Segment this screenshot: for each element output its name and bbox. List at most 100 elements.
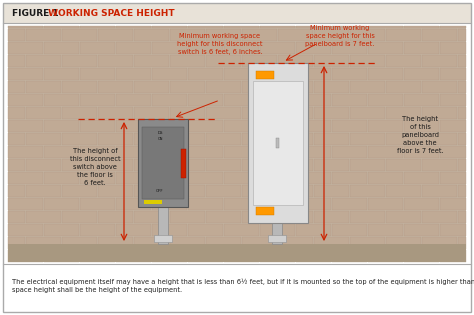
Bar <box>332 172 367 184</box>
Bar <box>98 185 133 197</box>
Bar <box>278 133 313 145</box>
Bar <box>116 224 151 236</box>
Bar <box>158 207 168 244</box>
Bar <box>224 68 259 80</box>
Bar <box>154 235 172 242</box>
Bar <box>170 185 205 197</box>
Bar <box>368 42 403 54</box>
Bar <box>116 250 151 262</box>
Bar <box>224 26 259 28</box>
Bar <box>422 107 457 119</box>
Bar <box>8 81 25 93</box>
Bar <box>116 120 151 132</box>
Text: The height of
this disconnect
switch above
the floor is
6 feet.: The height of this disconnect switch abo… <box>70 148 120 186</box>
Bar <box>386 159 421 171</box>
Bar <box>44 172 79 184</box>
Bar <box>368 172 403 184</box>
Bar <box>404 42 439 54</box>
Bar <box>188 146 223 158</box>
Bar <box>350 133 385 145</box>
Bar <box>350 29 385 41</box>
Bar <box>206 81 241 93</box>
Bar <box>224 42 259 54</box>
Bar <box>152 26 187 28</box>
Bar <box>8 172 43 184</box>
Bar <box>314 133 349 145</box>
Bar <box>26 133 61 145</box>
Bar <box>440 250 466 262</box>
Bar <box>8 26 43 28</box>
Bar <box>80 146 115 158</box>
Bar <box>98 133 133 145</box>
Bar <box>350 159 385 171</box>
Bar <box>62 81 97 93</box>
Bar <box>26 211 61 223</box>
Bar <box>224 94 259 106</box>
Bar <box>44 198 79 210</box>
Bar <box>404 198 439 210</box>
Bar <box>368 198 403 210</box>
Bar <box>368 250 403 262</box>
Bar <box>458 237 466 249</box>
Bar <box>350 237 385 249</box>
Bar <box>404 94 439 106</box>
Bar <box>98 29 133 41</box>
Bar <box>26 81 61 93</box>
Bar <box>260 198 295 210</box>
Bar <box>3 3 471 23</box>
Bar <box>8 29 25 41</box>
Bar <box>188 68 223 80</box>
Bar <box>314 211 349 223</box>
Bar <box>26 237 61 249</box>
Bar <box>206 133 241 145</box>
Bar <box>152 68 187 80</box>
Bar <box>62 133 97 145</box>
Bar <box>116 42 151 54</box>
Bar <box>242 185 277 197</box>
Bar <box>314 55 349 67</box>
Bar <box>296 26 331 28</box>
Bar <box>44 250 79 262</box>
Bar <box>138 119 188 207</box>
Bar <box>8 237 25 249</box>
Bar <box>116 146 151 158</box>
Bar <box>422 81 457 93</box>
Bar <box>278 107 313 119</box>
Bar <box>422 185 457 197</box>
Bar <box>134 133 169 145</box>
Bar <box>404 146 439 158</box>
Bar <box>440 42 466 54</box>
Bar <box>224 172 259 184</box>
Bar <box>386 211 421 223</box>
Bar <box>8 26 466 262</box>
Bar <box>44 42 79 54</box>
Bar <box>404 68 439 80</box>
Bar <box>368 26 403 28</box>
Bar <box>206 237 241 249</box>
Bar <box>62 211 97 223</box>
Bar <box>8 55 25 67</box>
Bar <box>256 71 274 79</box>
Bar <box>242 55 277 67</box>
Bar <box>116 68 151 80</box>
Bar <box>26 107 61 119</box>
Bar <box>242 81 277 93</box>
Bar <box>152 94 187 106</box>
Bar <box>152 120 187 132</box>
Bar <box>458 81 466 93</box>
Bar <box>134 211 169 223</box>
Bar <box>98 55 133 67</box>
Bar <box>80 224 115 236</box>
Bar <box>8 224 43 236</box>
Bar <box>404 120 439 132</box>
Bar <box>260 224 295 236</box>
Bar <box>62 107 97 119</box>
Bar <box>62 55 97 67</box>
Bar <box>296 172 331 184</box>
Bar <box>278 185 313 197</box>
Bar <box>256 207 274 215</box>
Bar <box>152 172 187 184</box>
Bar <box>276 138 280 148</box>
Bar <box>253 81 303 205</box>
Bar <box>386 133 421 145</box>
